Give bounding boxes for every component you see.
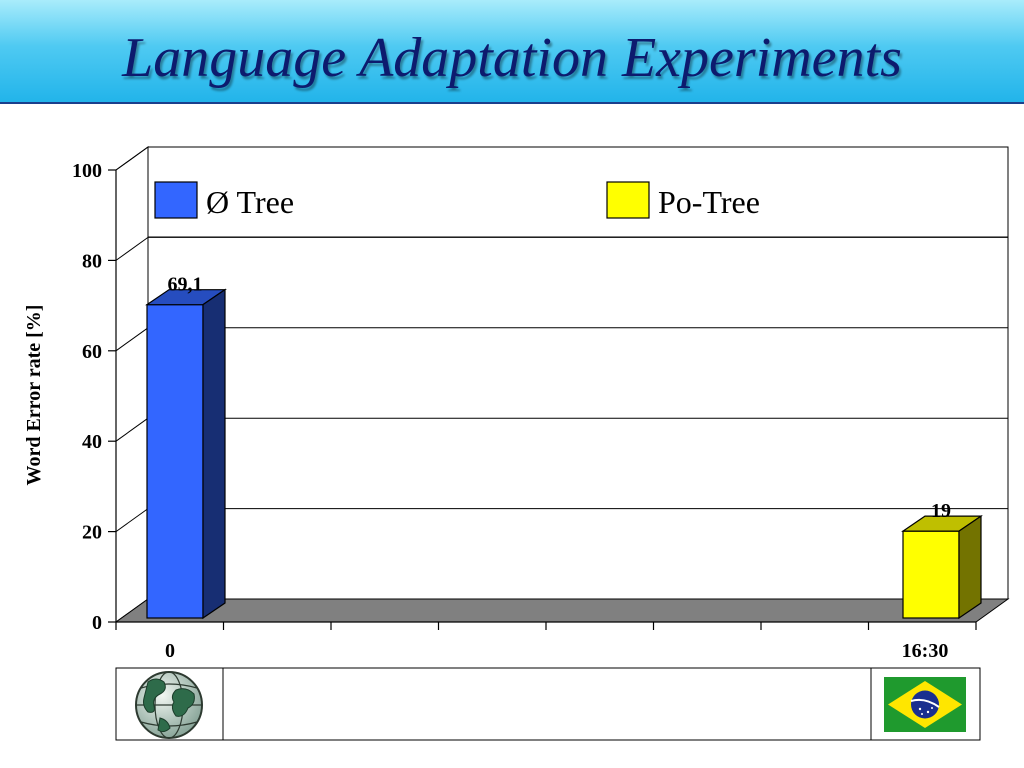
data-label: 19	[931, 500, 951, 522]
globe-icon	[135, 671, 203, 739]
slide-title: Language Adaptation Experiments	[122, 27, 902, 89]
gridline-side	[115, 417, 149, 442]
brazil-flag-icon	[884, 677, 966, 732]
y-tick-label: 20	[82, 522, 102, 544]
gridline-side	[115, 327, 149, 352]
bar-po-tree	[901, 514, 983, 620]
legend-swatch	[606, 181, 650, 219]
x-category-label: 0	[165, 640, 175, 662]
legend-swatch	[154, 181, 198, 219]
bar-o-tree	[145, 288, 227, 620]
y-tick-label: 40	[82, 431, 102, 453]
plot-back-wall	[147, 146, 1009, 600]
gridline-side	[115, 508, 149, 533]
gridline-side	[115, 146, 149, 171]
y-axis-title: Word Error rate [%]	[23, 305, 45, 486]
data-label: 69,1	[168, 274, 203, 296]
legend-label: Ø Tree	[206, 184, 294, 220]
gridline-side	[115, 236, 149, 261]
data-table	[115, 667, 981, 741]
title-bar: Language Adaptation Experiments	[0, 0, 1024, 104]
y-tick-label: 0	[92, 612, 102, 634]
y-tick-label: 100	[72, 160, 102, 182]
y-tick-label: 80	[82, 250, 102, 272]
legend-label: Po-Tree	[658, 184, 760, 220]
y-tick-label: 60	[82, 341, 102, 363]
x-category-label: 16:30	[902, 640, 949, 662]
plot-side-wall	[115, 146, 149, 623]
plot-floor	[114, 598, 1010, 623]
